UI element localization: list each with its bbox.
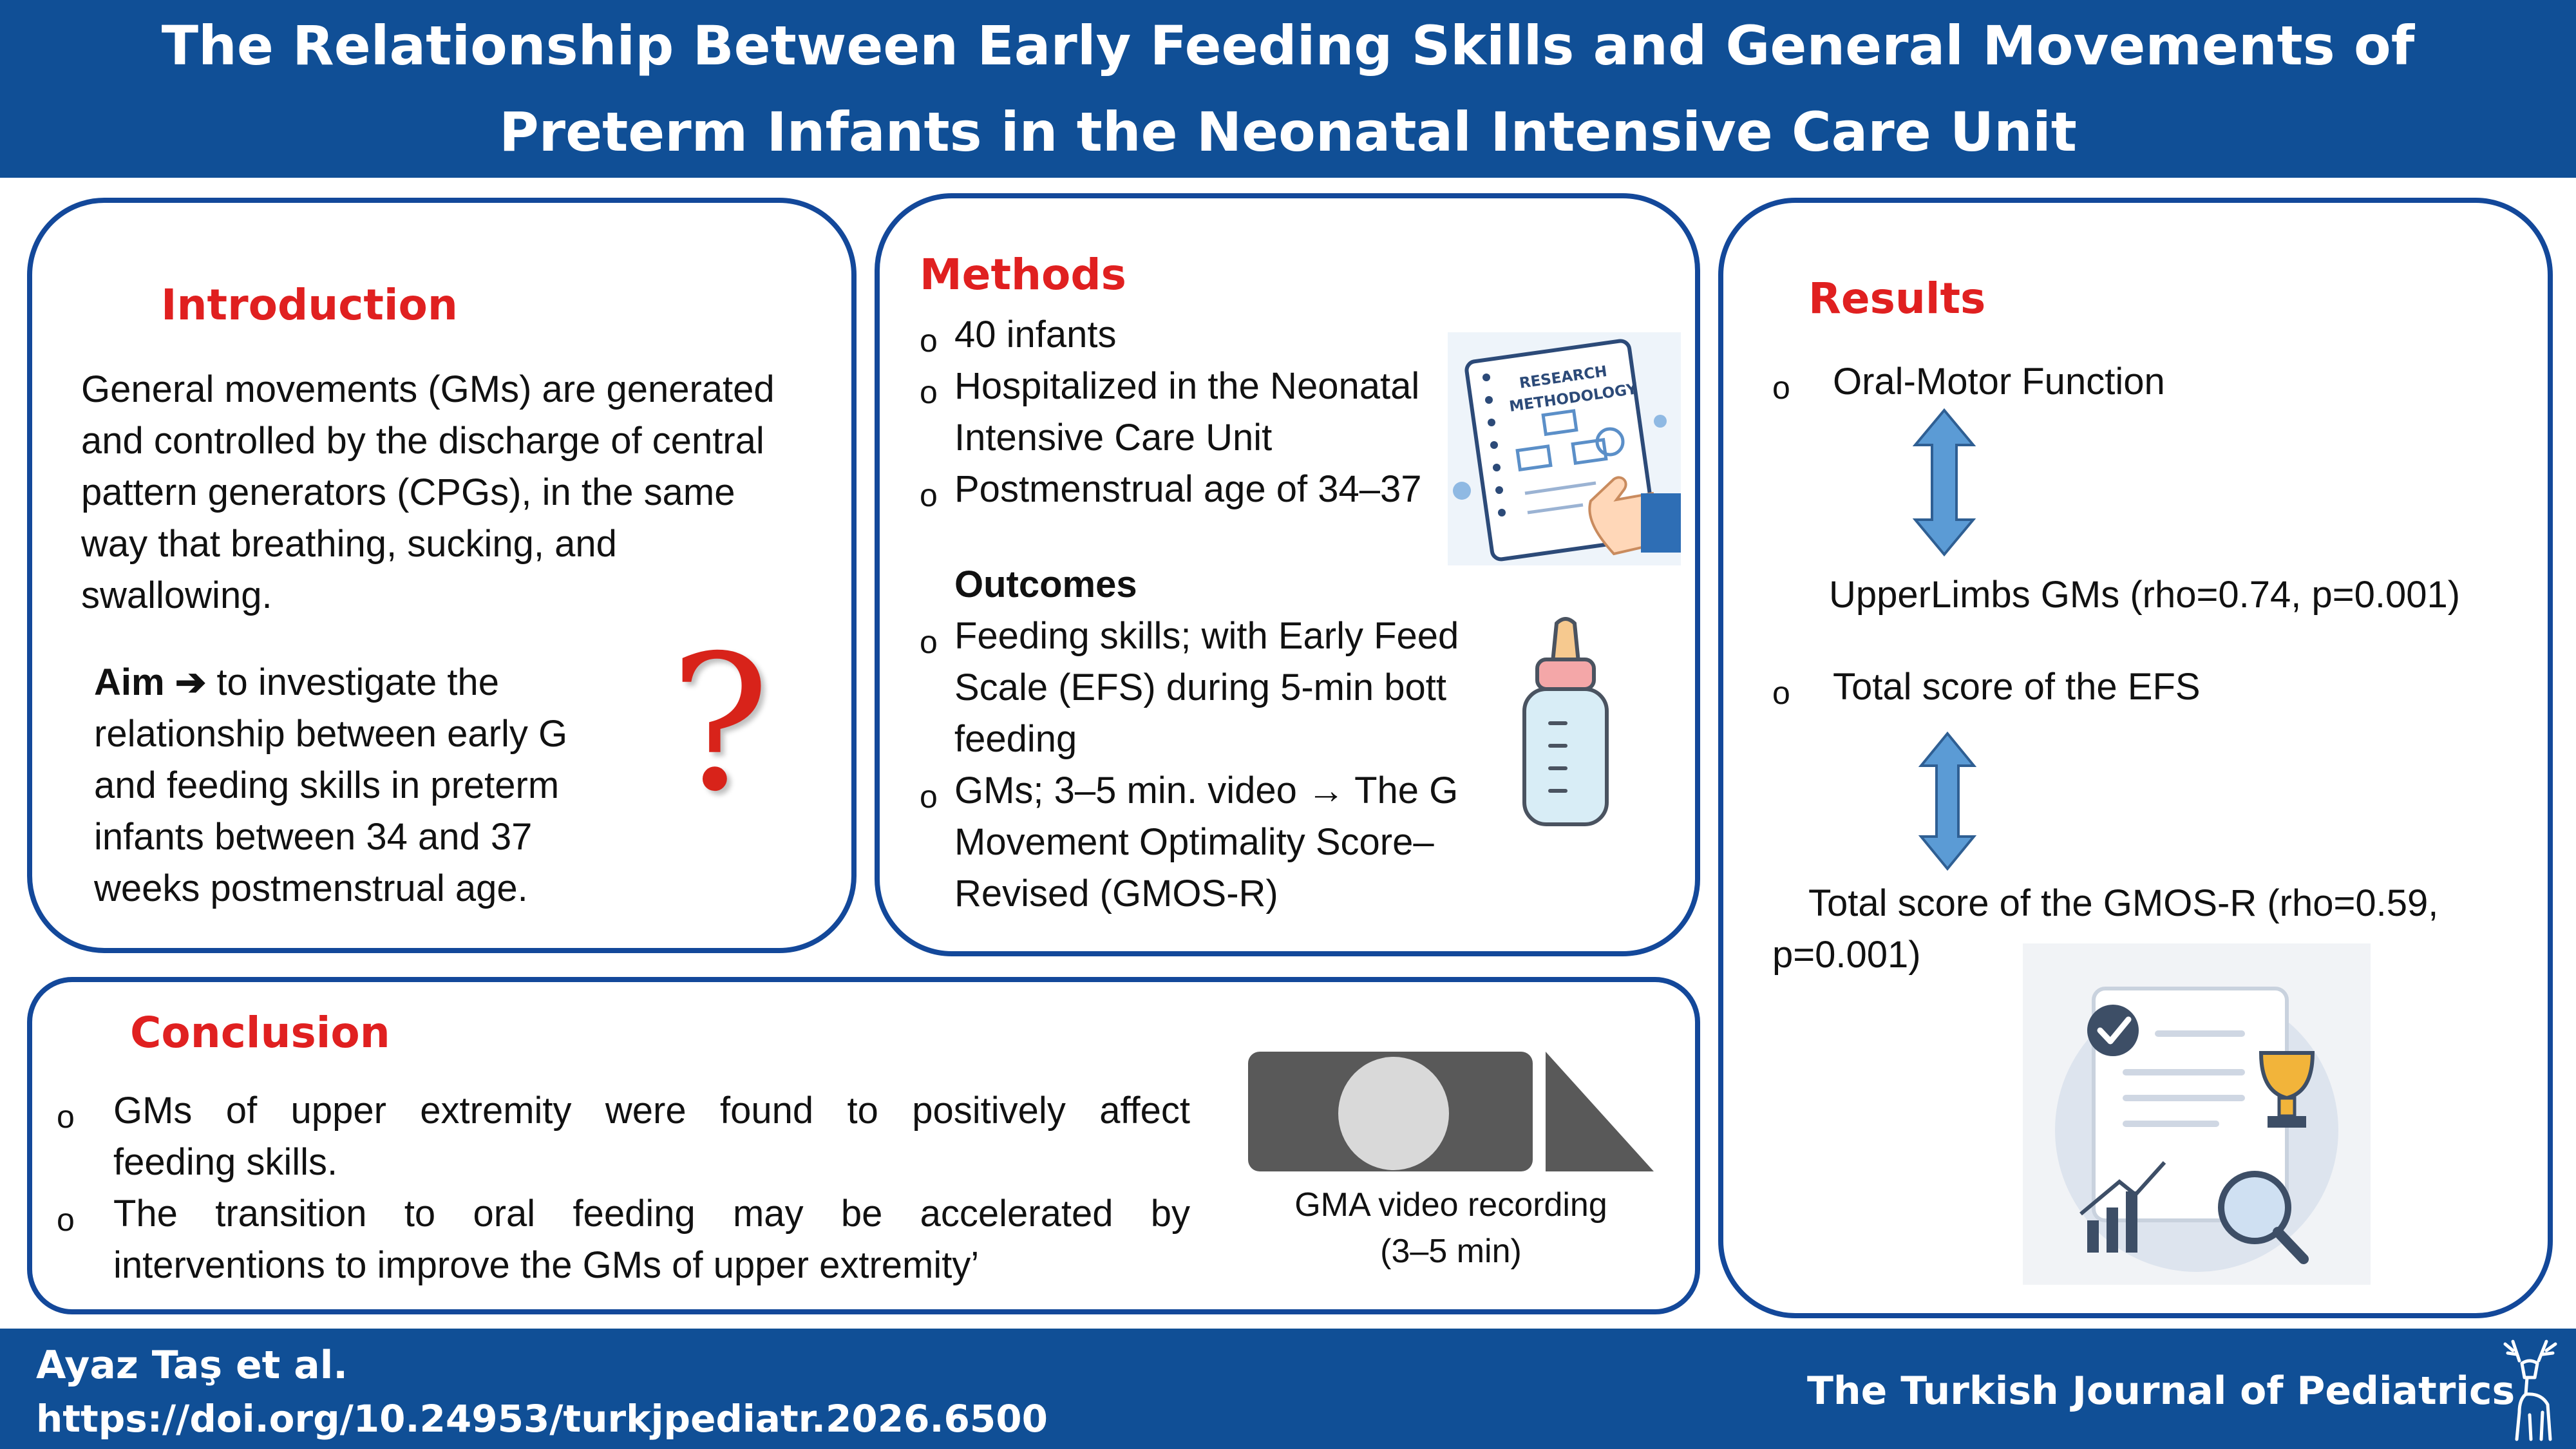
conclusion-item-2-line-1: The transition to oral feeding may be ac… (113, 1193, 1190, 1235)
methods-item-2: Hospitalized in the Neonatal (954, 365, 1420, 407)
methods-item-3: Postmenstrual age of 34–37 (954, 468, 1422, 510)
footer-authors: Ayaz Taş et al. (36, 1343, 348, 1388)
intro-line-4: way that breathing, sucking, and (81, 523, 617, 565)
outcome-line-1: Feeding skills; with Early Feed (954, 615, 1459, 657)
methods-bullet-3: o (920, 477, 938, 513)
conclusion-item-1-line-1: GMs of upper extremity were found to pos… (113, 1090, 1190, 1132)
outcomes-bullet-2: o (920, 779, 938, 815)
video-caption-line-1: GMA video recording (1294, 1186, 1607, 1224)
intro-line-1: General movements (GMs) are generated (81, 368, 775, 410)
aim-arrow-icon: ➔ (175, 661, 207, 703)
aim-line-1: Aim ➔ to investigate the (94, 657, 499, 708)
conclusion-bullet-2: o (57, 1202, 75, 1238)
outcome-line-6: Revised (GMOS-R) (954, 873, 1278, 914)
video-caption-line-2: (3–5 min) (1380, 1233, 1522, 1270)
double-arrow-icon (1918, 731, 1976, 871)
header-banner: The Relationship Between Early Feeding S… (0, 0, 2576, 178)
conclusion-bullet-1: o (57, 1099, 75, 1135)
methods-title: Methods (920, 250, 1126, 299)
outcome-line-2: Scale (EFS) during 5-min bott (954, 667, 1446, 708)
conclusion-item-2-line-2: interventions to improve the GMs of uppe… (113, 1244, 980, 1286)
report-award-illustration (2023, 943, 2371, 1285)
results-item-2-result-1: Total score of the GMOS-R (rho=0.59, (1808, 882, 2439, 924)
intro-line-2: and controlled by the discharge of centr… (81, 420, 764, 462)
conclusion-title: Conclusion (130, 1008, 390, 1057)
results-bullet-2: o (1772, 675, 1790, 711)
title-line-1: The Relationship Between Early Feeding S… (161, 14, 2415, 77)
methods-panel: Methods o 40 infants o Hospitalized in t… (875, 193, 1700, 956)
baby-bottle-icon (1522, 617, 1609, 826)
aim-line-3: and feeding skills in preterm (94, 764, 560, 806)
introduction-title: Introduction (161, 280, 458, 330)
methods-bullet-2: o (920, 374, 938, 410)
conclusion-panel: Conclusion o GMs of upper extremity were… (27, 977, 1700, 1314)
outcome-line-5: Movement Optimality Score– (954, 821, 1434, 863)
outcomes-title: Outcomes (954, 564, 1137, 605)
outcomes-bullet-1: o (920, 624, 938, 660)
results-item-1: Oral-Motor Function (1833, 361, 2165, 402)
outcome-line-4: GMs; 3–5 min. video → The G (954, 770, 1459, 811)
methods-item-1: 40 infants (954, 314, 1117, 355)
results-item-2: Total score of the EFS (1833, 666, 2201, 708)
intro-line-3: pattern generators (CPGs), in the same (81, 471, 735, 513)
footer-doi[interactable]: https://doi.org/10.24953/turkjpediatr.20… (36, 1397, 1048, 1441)
results-item-1-result: UpperLimbs GMs (rho=0.74, p=0.001) (1829, 574, 2461, 616)
aim-text-1: to investigate the (216, 661, 499, 703)
video-caption: GMA video recording (3–5 min) (1248, 1182, 1654, 1274)
methods-item-2b: Intensive Care Unit (954, 417, 1273, 459)
footer-journal: The Turkish Journal of Pediatrics (1807, 1368, 2515, 1414)
video-camera-icon (1248, 1052, 1654, 1171)
results-item-2-result-2: p=0.001) (1772, 934, 1921, 976)
results-bullet-1: o (1772, 370, 1790, 406)
aim-line-4: infants between 34 and 37 (94, 816, 533, 858)
footer-banner: Ayaz Taş et al. https://doi.org/10.24953… (0, 1329, 2576, 1449)
conclusion-item-1-line-2: feeding skills. (113, 1141, 338, 1183)
introduction-panel: Introduction General movements (GMs) are… (27, 198, 857, 953)
results-title: Results (1808, 274, 1986, 323)
aim-line-5: weeks postmenstrual age. (94, 867, 528, 909)
intro-line-5: swallowing. (81, 574, 272, 616)
aim-label: Aim (94, 661, 165, 703)
title-line-2: Preterm Infants in the Neonatal Intensiv… (499, 100, 2077, 164)
aim-line-2: relationship between early G (94, 713, 568, 755)
question-mark-icon: ? (670, 616, 770, 833)
double-arrow-icon (1913, 408, 1976, 557)
outcome-line-3: feeding (954, 718, 1077, 760)
research-methodology-illustration: RESEARCH METHODOLOGY (1448, 332, 1681, 565)
methods-bullet-1: o (920, 323, 938, 359)
deer-logo-icon (2503, 1340, 2557, 1441)
results-panel: Results o Oral-Motor Function UpperLimbs… (1718, 198, 2553, 1318)
